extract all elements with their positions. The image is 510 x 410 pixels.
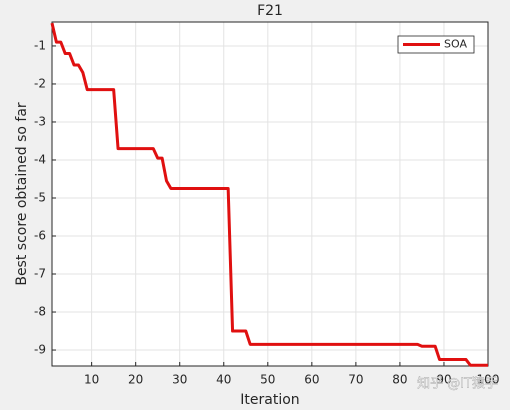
plot-area xyxy=(52,22,488,366)
legend-label: SOA xyxy=(444,38,467,51)
x-tick-label: 40 xyxy=(216,373,231,387)
x-tick-label: 10 xyxy=(84,373,99,387)
x-axis-label: Iteration xyxy=(240,392,299,408)
y-tick-label: -9 xyxy=(34,343,46,357)
y-tick-label: -6 xyxy=(34,229,46,243)
x-tick-label: 20 xyxy=(128,373,143,387)
y-axis-label: Best score obtained so far xyxy=(14,102,30,286)
x-tick-label: 90 xyxy=(436,373,451,387)
axes-box xyxy=(51,21,489,367)
y-tick-label: -7 xyxy=(34,267,46,281)
chart-title: F21 xyxy=(257,3,283,19)
watermark: 知乎 @IT猿手 xyxy=(417,376,498,392)
data-line xyxy=(50,22,488,367)
y-tick-label: -1 xyxy=(34,38,46,52)
x-tick-label: 50 xyxy=(260,373,275,387)
y-tick-label: -5 xyxy=(34,190,46,204)
y-tick-label: -2 xyxy=(34,76,46,90)
x-tick-label: 70 xyxy=(348,373,363,387)
x-tick-label: 60 xyxy=(304,373,319,387)
y-tick-label: -4 xyxy=(34,152,46,166)
x-tick-label: 30 xyxy=(172,373,187,387)
y-tick-label: -3 xyxy=(34,114,46,128)
y-tick-label: -8 xyxy=(34,305,46,319)
x-tick-label: 100 xyxy=(477,373,500,387)
x-tick-label: 80 xyxy=(392,373,407,387)
